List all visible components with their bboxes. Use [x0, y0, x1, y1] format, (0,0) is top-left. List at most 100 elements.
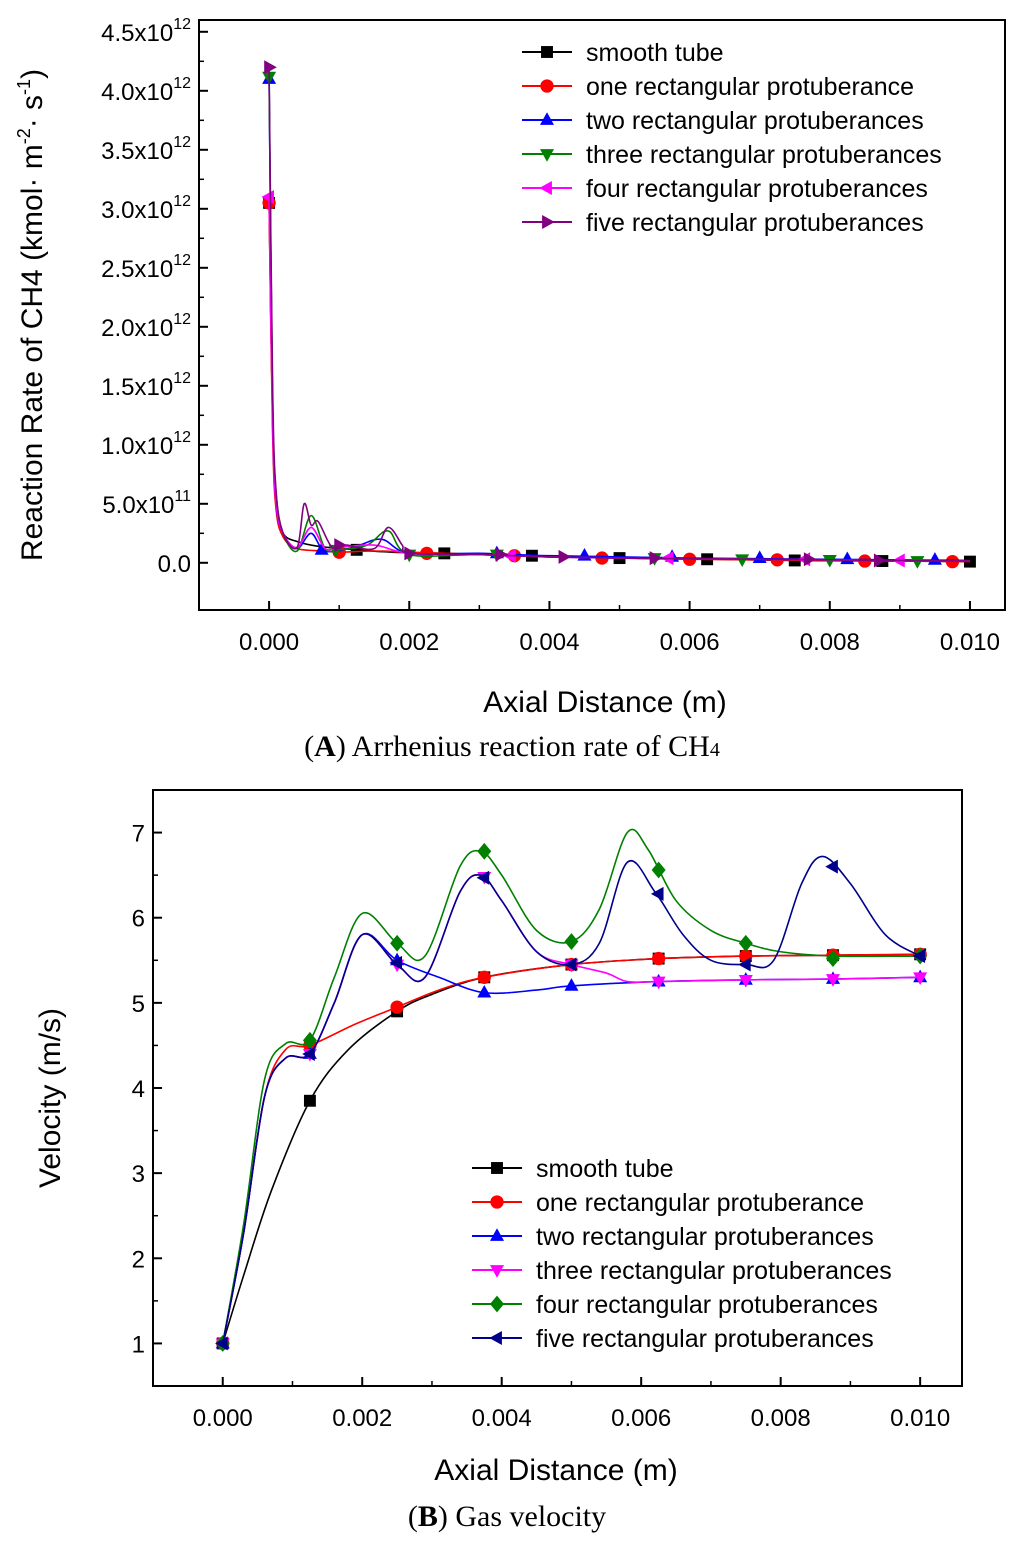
- chart-a-caption: (A) Arrhenius reaction rate of CH4: [304, 730, 720, 763]
- chart-a-caption-text: ) Arrhenius reaction rate of CH: [336, 730, 710, 763]
- a-legend-label: five rectangular protuberances: [586, 209, 924, 237]
- a-data-point: [752, 550, 767, 563]
- a-x-tick-label: 0.010: [940, 629, 1000, 656]
- a-legend-entry: five rectangular protuberances: [522, 209, 924, 237]
- b-data-point: [303, 1094, 316, 1107]
- b-legend-marker: [490, 1265, 504, 1278]
- a-y-tick-label: 5.0x1011: [102, 488, 191, 519]
- chart-a-caption-letter: A: [314, 730, 336, 763]
- b-x-tick-label: 0.000: [193, 1405, 253, 1432]
- b-y-tick-label: 6: [132, 906, 145, 933]
- b-data-point: [390, 934, 405, 952]
- a-x-tick-label: 0.000: [239, 629, 299, 656]
- chart-a-caption-sub: 4: [710, 739, 720, 761]
- b-legend-marker: [490, 1228, 504, 1241]
- a-series-line: [268, 67, 970, 562]
- b-data-point: [825, 974, 840, 987]
- b-legend-marker: [490, 1195, 504, 1209]
- b-legend-entry: three rectangular protuberances: [472, 1257, 892, 1285]
- chart-a-x-axis-label: Axial Distance (m): [483, 686, 726, 719]
- a-data-point: [495, 547, 509, 562]
- a-data-point: [404, 546, 417, 561]
- b-y-tick-label: 7: [132, 821, 145, 848]
- b-legend-label: three rectangular protuberances: [536, 1257, 892, 1285]
- b-data-point: [390, 1000, 404, 1014]
- a-legend-marker: [540, 149, 554, 162]
- b-x-tick-label: 0.002: [332, 1405, 392, 1432]
- chart-a-legend: smooth tube one rectangular protuberance t…: [522, 39, 942, 237]
- b-data-point: [215, 1336, 228, 1351]
- b-series-line: [221, 953, 921, 1344]
- chart-a-y-label-end: ): [16, 69, 49, 79]
- a-y-tick-label: 0.0: [158, 551, 191, 578]
- b-y-tick-label: 3: [132, 1161, 145, 1188]
- chart-b: 0.000 0.002 0.004 0.006 0.008 0.010 1 2 3 4 5 6 7 sm…: [34, 789, 963, 1533]
- a-x-tick-label: 0.004: [519, 629, 579, 656]
- chart-b-caption-letter: B: [418, 1500, 438, 1533]
- a-series-2: [262, 196, 970, 569]
- b-data-point: [738, 957, 751, 972]
- a-series-5: [261, 190, 970, 568]
- a-legend-label: three rectangular protuberances: [586, 141, 942, 169]
- chart-a-axes: 0.000 0.002 0.004 0.006 0.008 0.010 0.0 5.0x101…: [101, 16, 1000, 656]
- chart-a-y-label-mid: · s: [16, 95, 49, 128]
- a-legend-label: one rectangular protuberance: [586, 73, 914, 101]
- b-legend-label: one rectangular protuberance: [536, 1189, 864, 1217]
- a-series-6: [264, 60, 970, 568]
- b-legend-label: two rectangular protuberances: [536, 1223, 874, 1251]
- a-y-tick-label: 4.0x1012: [101, 75, 191, 106]
- b-y-tick-label: 5: [132, 991, 145, 1018]
- a-data-point: [910, 556, 925, 569]
- b-data-point: [651, 951, 666, 966]
- a-x-tick-label: 0.002: [379, 629, 439, 656]
- b-series-3: [215, 932, 928, 1349]
- a-legend-label: smooth tube: [586, 39, 724, 67]
- a-data-point: [873, 553, 887, 568]
- chart-b-axes: 0.000 0.002 0.004 0.006 0.008 0.010 1 2 3 4 5 6 7: [132, 821, 951, 1432]
- a-legend-entry: smooth tube: [522, 39, 724, 67]
- b-data-point: [564, 933, 579, 950]
- b-x-tick-label: 0.006: [611, 1405, 671, 1432]
- b-data-point: [563, 957, 577, 972]
- b-data-point: [476, 870, 490, 885]
- b-x-tick-label: 0.004: [472, 1405, 532, 1432]
- chart-a-y-label-exp1: -2: [14, 128, 34, 144]
- a-legend-label: four rectangular protuberances: [586, 175, 928, 203]
- b-legend-marker: [490, 1295, 504, 1313]
- chart-b-plot-frame: [152, 789, 963, 1387]
- a-series-line: [268, 202, 970, 563]
- b-data-point: [913, 972, 928, 986]
- a-series-line: [268, 202, 970, 563]
- b-series-6: [215, 855, 926, 1351]
- b-legend-label: five rectangular protuberances: [536, 1325, 874, 1353]
- a-legend-marker: [541, 46, 553, 58]
- a-data-point: [314, 542, 329, 555]
- b-data-point: [564, 978, 579, 991]
- a-legend-entry: two rectangular protuberances: [522, 107, 924, 135]
- b-x-tick-label: 0.008: [751, 1405, 811, 1432]
- a-data-point: [803, 552, 817, 567]
- chart-b-legend: smooth tube one rectangular protuberance t…: [472, 1155, 892, 1353]
- a-legend-label: two rectangular protuberances: [586, 107, 924, 135]
- b-y-tick-label: 2: [132, 1246, 145, 1273]
- b-legend-marker: [489, 1331, 502, 1345]
- a-y-tick-label: 3.5x1012: [101, 134, 191, 165]
- b-data-point: [651, 861, 666, 879]
- a-data-point: [350, 543, 363, 556]
- a-x-tick-label: 0.008: [800, 629, 860, 656]
- b-data-point: [477, 970, 491, 984]
- a-data-point: [334, 538, 347, 553]
- b-data-point: [477, 842, 492, 860]
- b-legend-entry: smooth tube: [472, 1155, 674, 1183]
- chart-a: 0.000 0.002 0.004 0.006 0.008 0.010 0.0 5.0x101…: [14, 16, 1006, 763]
- a-legend-marker: [540, 79, 554, 93]
- a-y-tick-label: 2.0x1012: [101, 311, 191, 342]
- b-y-tick-label: 4: [132, 1076, 145, 1103]
- a-legend-marker: [539, 181, 552, 195]
- a-data-point: [735, 554, 750, 567]
- a-data-point: [558, 549, 572, 564]
- chart-b-series: [215, 828, 928, 1352]
- b-x-tick-label: 0.010: [890, 1405, 950, 1432]
- a-data-point: [822, 554, 837, 568]
- b-data-point: [651, 976, 666, 990]
